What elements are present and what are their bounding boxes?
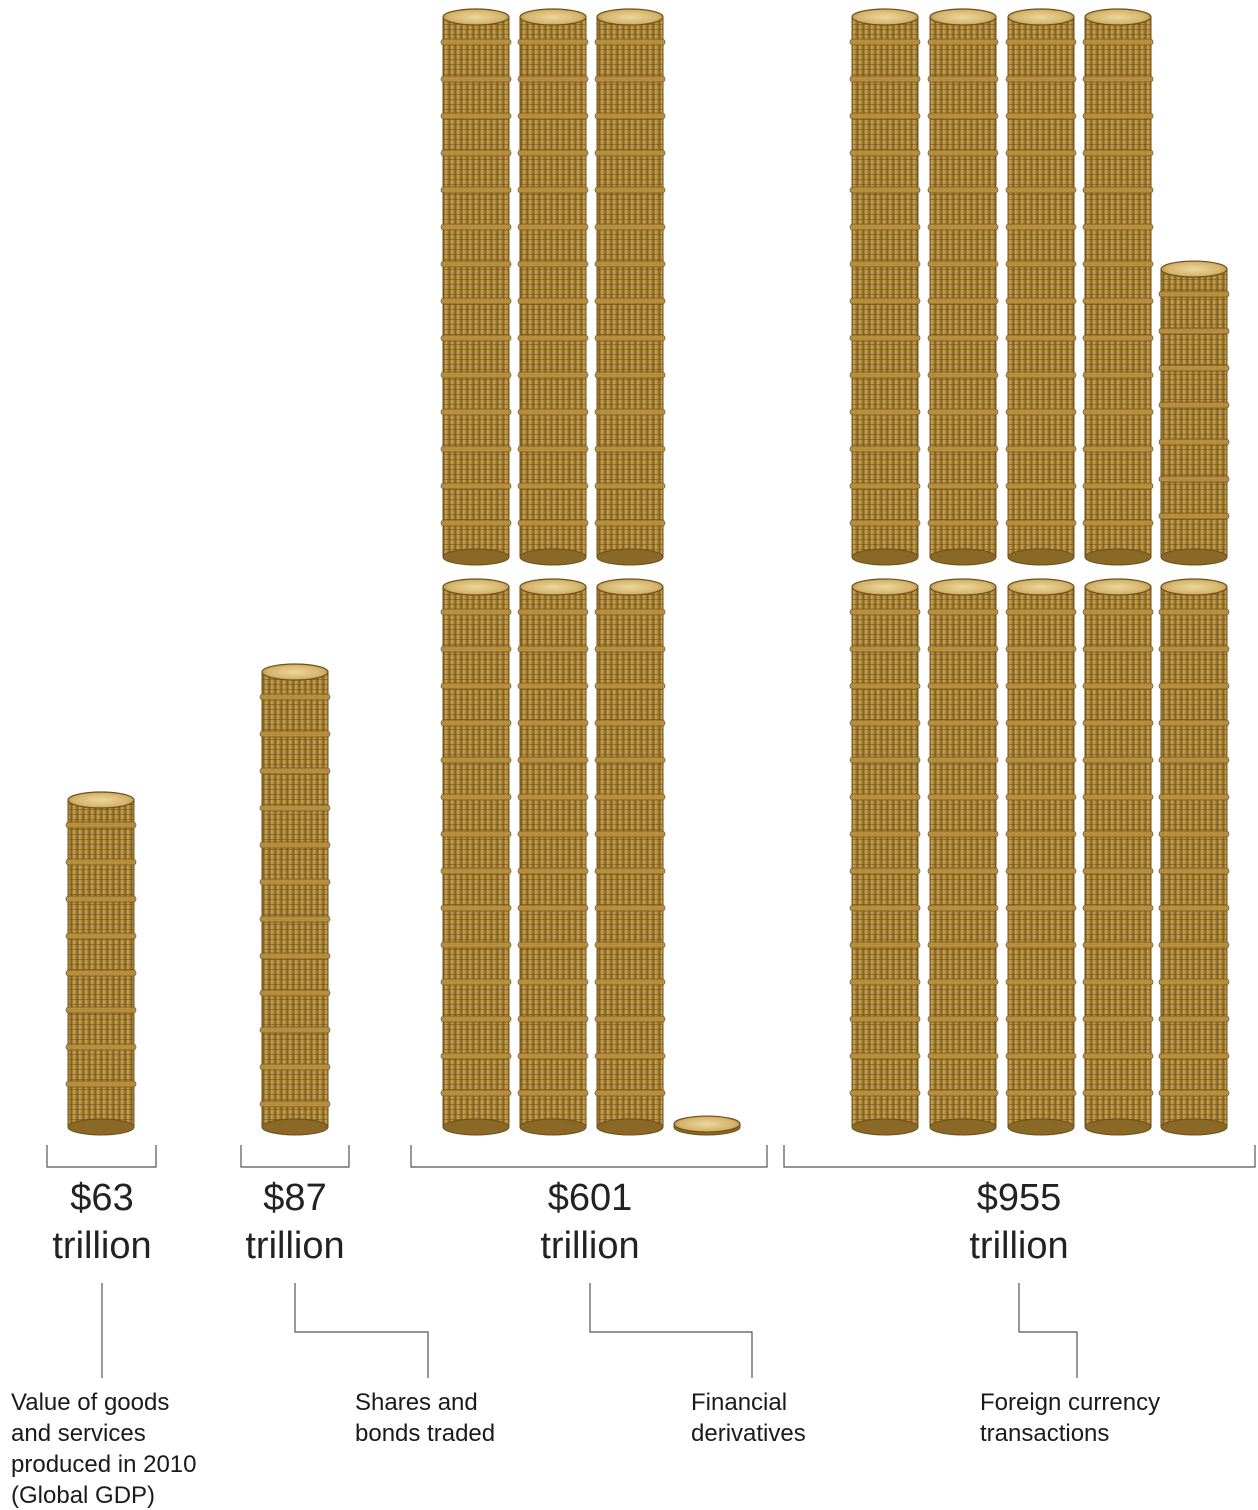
coin-stack xyxy=(440,8,512,566)
value-unit-2: trillion xyxy=(245,1225,344,1267)
coin-stack xyxy=(849,8,921,566)
labels: $63 trillion $87 trillion $601 trillion $955 tr… xyxy=(11,1177,1160,1509)
value-brackets xyxy=(46,1145,1256,1168)
coin-stack xyxy=(1005,578,1077,1136)
coin-stack xyxy=(65,791,137,1136)
value-amount-1: $63 xyxy=(70,1177,133,1219)
coin-stack xyxy=(1158,260,1230,566)
value-unit-1: trillion xyxy=(52,1225,151,1267)
coin-stack xyxy=(594,578,666,1136)
coin-stack xyxy=(1158,578,1230,1136)
category-label-1-line-4: (Global GDP) xyxy=(11,1482,155,1509)
connector-line-2 xyxy=(294,1283,429,1378)
category-label-1-line-2: and services xyxy=(11,1420,146,1447)
value-unit-4: trillion xyxy=(969,1225,1068,1267)
label-connectors xyxy=(101,1283,1078,1378)
category-label-2-line-1: Shares and xyxy=(355,1389,478,1416)
bracket-3 xyxy=(410,1145,768,1168)
category-label-4-line-1: Foreign currency xyxy=(980,1389,1160,1416)
coin-stack-group-2 xyxy=(259,663,331,1136)
coin-stack xyxy=(517,578,589,1136)
coin-stack xyxy=(440,578,512,1136)
value-amount-4: $955 xyxy=(977,1177,1062,1219)
coin-stack-group-1 xyxy=(65,791,137,1136)
coin-stack xyxy=(927,8,999,566)
category-label-1-line-3: produced in 2010 xyxy=(11,1451,196,1478)
coin-stack xyxy=(927,578,999,1136)
coin-stack xyxy=(1005,8,1077,566)
coin-stack-group-4 xyxy=(849,8,1230,1136)
bracket-4 xyxy=(783,1145,1256,1168)
coin-stack xyxy=(1082,8,1154,566)
coin-stack xyxy=(673,1115,741,1136)
value-amount-3: $601 xyxy=(548,1177,633,1219)
coin-stacks xyxy=(65,8,1230,1136)
category-label-1-line-1: Value of goods xyxy=(11,1389,169,1416)
connector-line-3 xyxy=(589,1283,753,1378)
connector-line-4 xyxy=(1018,1283,1078,1378)
category-label-3-line-2: derivatives xyxy=(691,1420,806,1447)
coin-stack xyxy=(517,8,589,566)
coin-stack xyxy=(1082,578,1154,1136)
coin-stack xyxy=(259,663,331,1136)
category-label-2-line-2: bonds traded xyxy=(355,1420,495,1447)
category-label-4-line-2: transactions xyxy=(980,1420,1109,1447)
value-amount-2: $87 xyxy=(263,1177,326,1219)
coin-stack-group-3 xyxy=(440,8,741,1136)
coin-stack xyxy=(849,578,921,1136)
bracket-1 xyxy=(46,1145,157,1168)
coin-stack xyxy=(594,8,666,566)
value-unit-3: trillion xyxy=(540,1225,639,1267)
bracket-2 xyxy=(240,1145,350,1168)
category-label-3-line-1: Financial xyxy=(691,1389,787,1416)
